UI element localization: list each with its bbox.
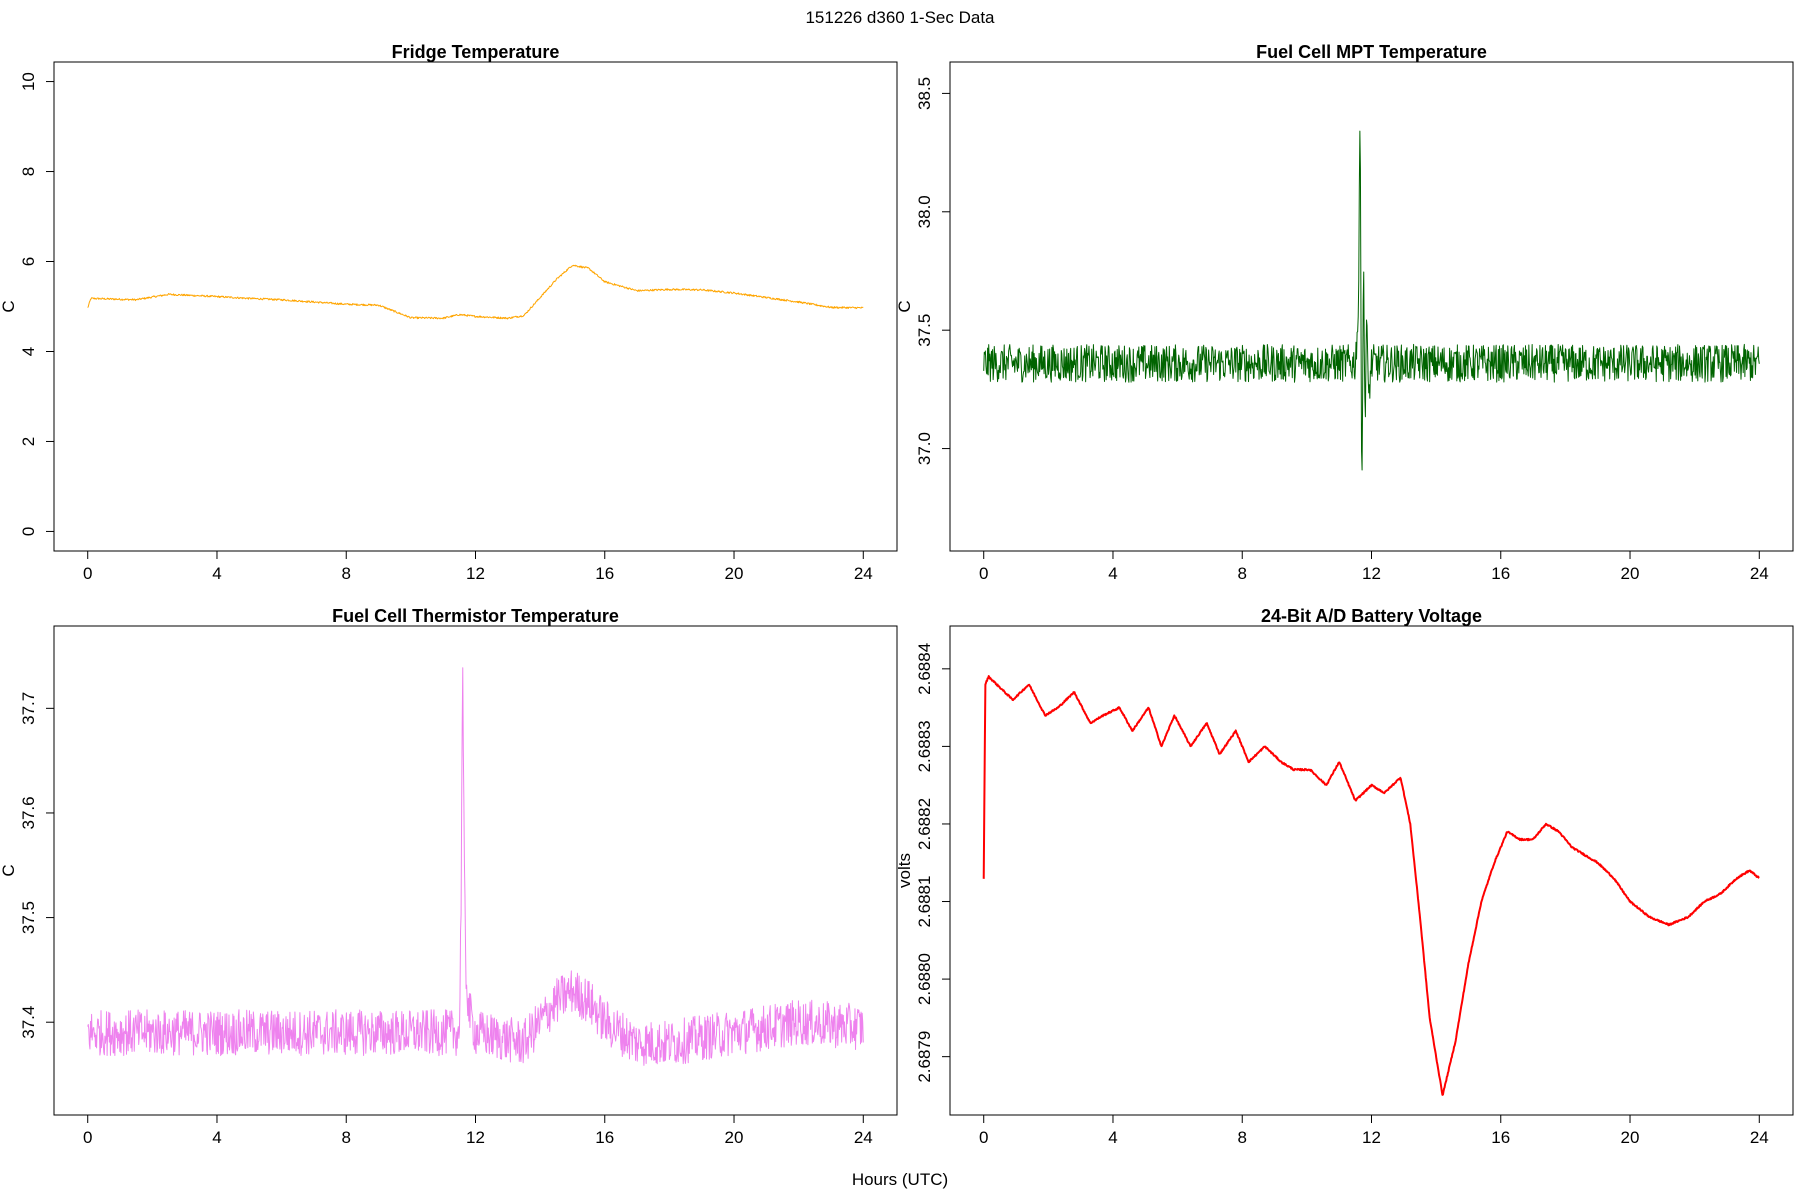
y-axis-label: C [0, 300, 18, 312]
x-tick-label: 24 [1750, 564, 1769, 583]
y-axis: 37.0 37.5 38.0 38.5 [915, 77, 951, 465]
series-line [87, 667, 864, 1066]
plot-frame [949, 625, 1794, 1116]
panel-title: Fridge Temperature [392, 42, 560, 62]
y-axis: 0 2 4 6 8 10 [19, 72, 55, 536]
y-tick-label: 38.0 [915, 195, 934, 228]
y-tick-label: 0 [19, 527, 38, 536]
x-tick-label: 0 [83, 1128, 92, 1147]
x-tick-label: 8 [342, 1128, 351, 1147]
y-tick-label: 2.6884 [915, 643, 934, 695]
x-tick-label: 24 [1750, 1128, 1769, 1147]
panel-3: Fuel Cell Thermistor Temperature 0 4 8 12 16 2… [0, 606, 898, 1147]
x-tick-label: 20 [725, 1128, 744, 1147]
x-tick-label: 8 [1238, 1128, 1247, 1147]
x-tick-label: 8 [1238, 564, 1247, 583]
panel-title: 24-Bit A/D Battery Voltage [1261, 606, 1482, 626]
y-tick-label: 4 [19, 347, 38, 356]
x-tick-label: 4 [212, 564, 221, 583]
figure-xlabel: Hours (UTC) [852, 1170, 948, 1189]
x-tick-label: 24 [854, 1128, 873, 1147]
y-axis-label: C [0, 864, 18, 876]
x-tick-label: 4 [212, 1128, 221, 1147]
x-tick-label: 20 [1621, 564, 1640, 583]
x-tick-label: 12 [466, 1128, 485, 1147]
series-line [982, 675, 1760, 1096]
x-axis: 0 4 8 12 16 20 24 [979, 1114, 1769, 1147]
x-tick-label: 16 [1491, 1128, 1510, 1147]
x-tick-label: 0 [979, 564, 988, 583]
x-tick-label: 0 [83, 564, 92, 583]
x-axis: 0 4 8 12 16 20 24 [83, 1114, 873, 1147]
panel-title: Fuel Cell MPT Temperature [1256, 42, 1487, 62]
series-line [983, 130, 1760, 471]
series-line [87, 264, 864, 320]
y-tick-label: 2.6881 [915, 876, 934, 928]
y-tick-label: 37.4 [19, 1006, 38, 1039]
x-tick-label: 16 [595, 1128, 614, 1147]
x-tick-label: 16 [595, 564, 614, 583]
y-axis-label: C [895, 300, 914, 312]
y-tick-label: 10 [19, 72, 38, 91]
x-tick-label: 12 [1362, 1128, 1381, 1147]
y-tick-label: 2.6880 [915, 953, 934, 1005]
y-axis: 2.6879 2.6880 2.6881 2.6882 2.6883 2.6884 [915, 643, 951, 1083]
x-axis: 0 4 8 12 16 20 24 [83, 550, 873, 583]
panel-4: 24-Bit A/D Battery Voltage 0 4 8 12 16 20 24 2.6… [895, 606, 1794, 1147]
x-tick-label: 16 [1491, 564, 1510, 583]
y-tick-label: 38.5 [915, 77, 934, 110]
x-tick-label: 20 [725, 564, 744, 583]
y-tick-label: 37.5 [19, 901, 38, 934]
y-axis-label: volts [895, 853, 914, 888]
y-tick-label: 8 [19, 167, 38, 176]
y-tick-label: 2.6883 [915, 720, 934, 772]
panel-title: Fuel Cell Thermistor Temperature [332, 606, 619, 626]
x-tick-label: 8 [342, 564, 351, 583]
x-tick-label: 12 [466, 564, 485, 583]
y-tick-label: 37.5 [915, 314, 934, 347]
x-tick-label: 24 [854, 564, 873, 583]
y-axis: 37.4 37.5 37.6 37.7 [19, 692, 55, 1039]
y-tick-label: 37.7 [19, 692, 38, 725]
x-tick-label: 12 [1362, 564, 1381, 583]
y-tick-label: 2.6879 [915, 1031, 934, 1083]
y-tick-label: 2 [19, 437, 38, 446]
x-tick-label: 0 [979, 1128, 988, 1147]
y-tick-label: 6 [19, 257, 38, 266]
y-tick-label: 2.6882 [915, 798, 934, 850]
x-tick-label: 20 [1621, 1128, 1640, 1147]
panel-2: Fuel Cell MPT Temperature 0 4 8 12 16 20 24 37.0… [895, 42, 1794, 583]
y-tick-label: 37.6 [19, 796, 38, 829]
plot-frame [53, 61, 898, 552]
y-tick-label: 37.0 [915, 432, 934, 465]
plot-frame [949, 61, 1794, 552]
figure-title: 151226 d360 1-Sec Data [805, 8, 995, 27]
x-tick-label: 4 [1108, 1128, 1117, 1147]
x-axis: 0 4 8 12 16 20 24 [979, 550, 1769, 583]
x-tick-label: 4 [1108, 564, 1117, 583]
